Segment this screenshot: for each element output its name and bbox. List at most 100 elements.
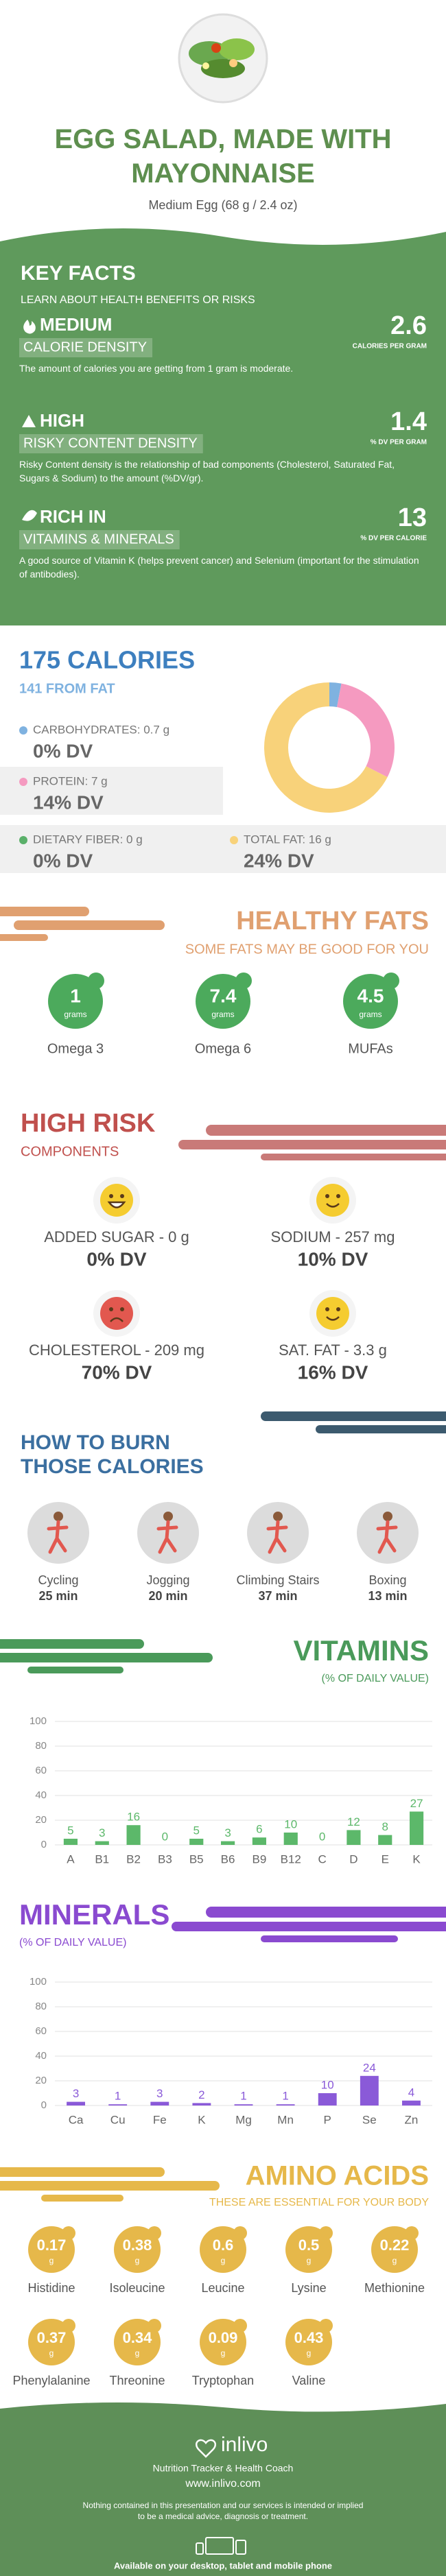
activity-name: Jogging xyxy=(146,1573,189,1587)
face-mouth xyxy=(326,1316,340,1321)
fact-description: Risky Content density is the relationshi… xyxy=(19,459,395,484)
stripes xyxy=(178,1125,446,1160)
y-tick-label: 40 xyxy=(35,2050,47,2062)
activity-name: Boxing xyxy=(368,1573,406,1587)
y-tick-label: 80 xyxy=(35,1740,47,1752)
value-label: 24 xyxy=(363,2061,376,2074)
section-title: HOW TO BURN xyxy=(21,1431,170,1454)
nutrient-dot xyxy=(19,726,27,735)
amino-circle xyxy=(28,2319,75,2365)
activity-time: 20 min xyxy=(148,1589,187,1603)
fact-level: RICH IN xyxy=(40,506,106,527)
serving-size: Medium Egg (68 g / 2.4 oz) xyxy=(148,198,297,212)
bar xyxy=(410,1811,424,1845)
fact-label-box xyxy=(19,530,180,549)
face-eye xyxy=(109,1307,113,1311)
amino-value: 0.37 xyxy=(37,2329,67,2346)
stripes xyxy=(0,907,165,941)
nutrient-dv: 14% DV xyxy=(33,791,104,813)
amino-accent xyxy=(148,2226,161,2240)
section-title: THOSE CALORIES xyxy=(21,1455,204,1478)
amino-value: 0.43 xyxy=(294,2329,324,2346)
nutrient-dv: 0% DV xyxy=(33,740,93,761)
value-label: 0 xyxy=(319,1830,325,1843)
amino-value: 0.5 xyxy=(298,2237,320,2254)
amino-unit: g xyxy=(135,2348,140,2358)
value-label: 3 xyxy=(156,2087,163,2100)
value-label: 0 xyxy=(162,1830,168,1843)
fact-label-box xyxy=(19,434,203,453)
donut-slice xyxy=(264,682,388,813)
x-tick-label: B2 xyxy=(126,1852,141,1865)
fat-circle xyxy=(343,974,398,1029)
y-tick-label: 0 xyxy=(41,2099,47,2111)
nutrient-dv: 24% DV xyxy=(244,850,314,871)
activity-body xyxy=(156,1520,178,1554)
key-facts-background xyxy=(0,228,446,625)
logo-heart xyxy=(195,2439,217,2458)
salad-icon xyxy=(189,38,255,78)
bar xyxy=(347,1830,361,1845)
face xyxy=(316,1297,349,1330)
activity-head xyxy=(163,1512,173,1521)
fact-label-box xyxy=(19,338,153,357)
section-subtitle: COMPONENTS xyxy=(21,1144,119,1159)
amino-name: Valine xyxy=(292,2374,326,2387)
amino-accent xyxy=(405,2226,419,2240)
x-tick-label: Mg xyxy=(235,2113,252,2126)
value-label: 10 xyxy=(321,2078,334,2091)
fat-value: 1 xyxy=(70,985,81,1006)
x-tick-label: B5 xyxy=(189,1852,204,1865)
fact-value: 1.4 xyxy=(390,407,427,436)
section-subtitle: SOME FATS MAY BE GOOD FOR YOU xyxy=(185,942,429,957)
nutrient-label: PROTEIN: 7 g xyxy=(33,774,108,787)
bar xyxy=(378,1835,392,1845)
amino-value: 0.17 xyxy=(37,2237,67,2254)
y-tick-label: 60 xyxy=(35,2025,47,2037)
risk-label: SAT. FAT - 3.3 g xyxy=(279,1341,387,1359)
fat-unit: grams xyxy=(211,1010,234,1019)
y-tick-label: 100 xyxy=(30,1976,47,1988)
warning-icon xyxy=(22,415,36,427)
activity-name: Cycling xyxy=(38,1573,78,1587)
bar xyxy=(108,2104,128,2106)
face xyxy=(100,1184,133,1217)
face xyxy=(100,1297,133,1330)
chart-title: VITAMINS xyxy=(293,1634,429,1667)
amino-name: Leucine xyxy=(201,2281,244,2295)
nutrient-dv: 0% DV xyxy=(33,850,93,871)
value-label: 16 xyxy=(127,1811,140,1824)
stripes xyxy=(0,1639,213,1673)
amino-value: 0.38 xyxy=(123,2237,152,2254)
amino-name: Threonine xyxy=(109,2374,165,2387)
y-tick-label: 20 xyxy=(35,2075,47,2086)
activity-time: 13 min xyxy=(368,1589,407,1603)
bar xyxy=(234,2104,253,2106)
fat-accent xyxy=(88,973,104,989)
risk-label: CHOLESTEROL - 209 mg xyxy=(29,1341,204,1359)
x-tick-label: B3 xyxy=(158,1852,172,1865)
face xyxy=(316,1184,349,1217)
band xyxy=(0,767,223,815)
amino-accent xyxy=(319,2226,333,2240)
amino-unit: g xyxy=(221,2348,226,2358)
activity-time: 37 min xyxy=(258,1589,297,1603)
nutrient-dot xyxy=(230,836,238,844)
y-tick-label: 20 xyxy=(35,1814,47,1826)
x-tick-label: B6 xyxy=(221,1852,235,1865)
devices-icon xyxy=(196,2537,246,2555)
amino-name: Lysine xyxy=(291,2281,326,2295)
risk-dv: 70% DV xyxy=(82,1361,152,1383)
value-label: 12 xyxy=(347,1815,360,1828)
bar xyxy=(283,1833,298,1845)
fact-description: The amount of calories you are getting f… xyxy=(19,363,294,374)
calories-title: 175 CALORIES xyxy=(19,646,195,674)
bar xyxy=(67,2101,85,2106)
value-label: 8 xyxy=(382,1820,388,1833)
bar xyxy=(95,1841,109,1845)
fact-description: A good source of Vitamin K (helps preven… xyxy=(19,555,419,580)
x-tick-label: Fe xyxy=(153,2113,167,2126)
risk-dv: 10% DV xyxy=(298,1248,368,1269)
x-tick-label: K xyxy=(198,2113,206,2126)
amino-accent xyxy=(233,2226,247,2240)
